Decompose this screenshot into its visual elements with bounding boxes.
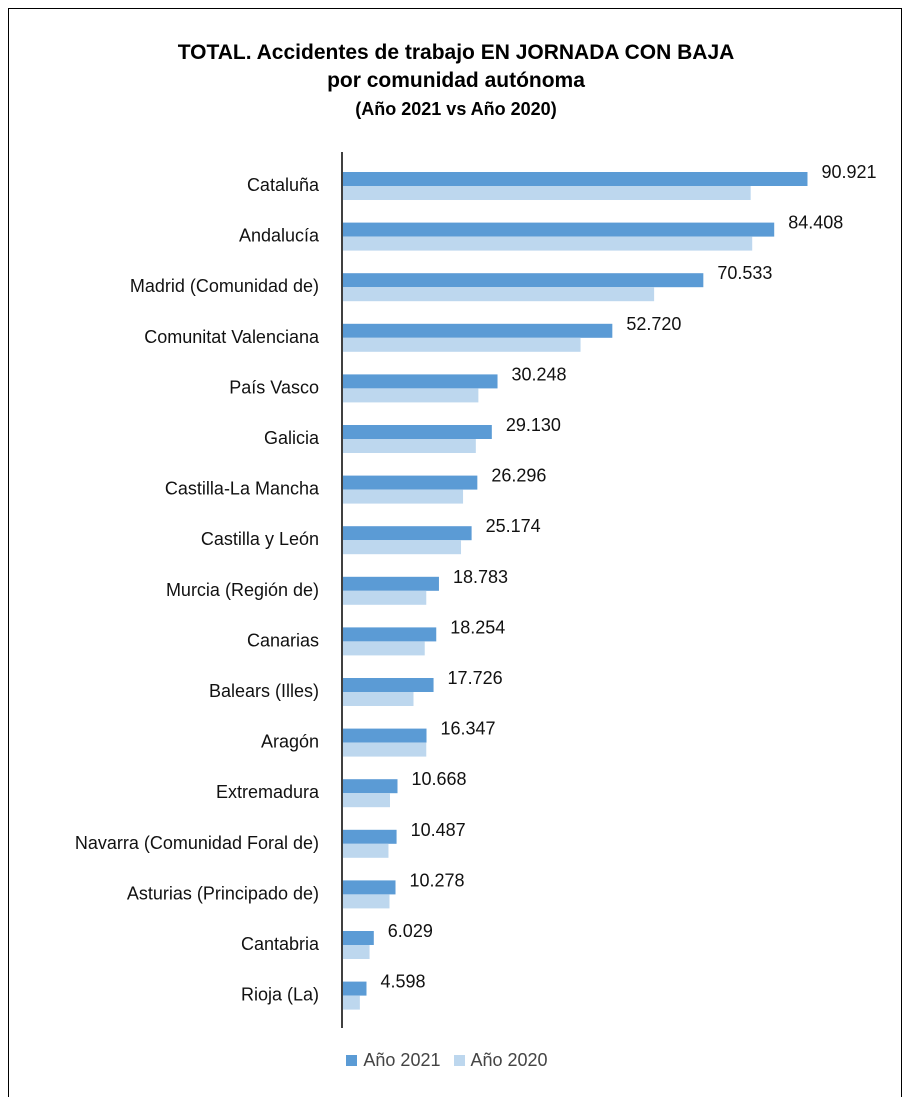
legend-label-2021: Año 2021: [363, 1050, 441, 1070]
bar-2021: [343, 323, 613, 338]
data-label-2021: 16.347: [441, 719, 496, 739]
bar-2021: [343, 981, 367, 996]
chart-title-line-2: por comunidad autónoma: [327, 69, 585, 92]
data-label-2021: 4.598: [380, 972, 425, 992]
bar-2020: [343, 641, 425, 656]
category-label: Cantabria: [241, 934, 320, 954]
bar-2021: [343, 576, 439, 591]
bar-2021: [343, 779, 398, 794]
category-label: Murcia (Región de): [166, 580, 319, 600]
category-label: País Vasco: [229, 377, 319, 397]
bar-2021: [343, 728, 427, 743]
category-label: Galicia: [264, 428, 320, 448]
data-label-2021: 10.278: [410, 870, 465, 890]
bar-2020: [343, 337, 581, 352]
bar-2020: [343, 692, 414, 706]
data-label-2021: 29.130: [506, 415, 561, 435]
bar-2021: [343, 475, 478, 490]
bar-2020: [343, 236, 753, 251]
category-label: Canarias: [247, 630, 319, 650]
data-label-2021: 10.487: [411, 820, 466, 840]
bar-2020: [343, 843, 389, 858]
legend-label-2020: Año 2020: [470, 1050, 548, 1070]
data-label-2021: 70.533: [717, 263, 772, 283]
category-label: Balears (Illes): [209, 681, 319, 701]
category-label: Madrid (Comunidad de): [130, 276, 319, 296]
bar-2021: [343, 172, 808, 186]
bar-2020: [343, 540, 462, 555]
category-label: Extremadura: [216, 782, 320, 802]
legend-swatch-2020: [453, 1055, 465, 1066]
data-label-2021: 90.921: [821, 162, 876, 182]
bar-2021: [343, 829, 397, 844]
data-label-2021: 18.254: [450, 617, 505, 637]
data-label-2021: 84.408: [788, 213, 843, 233]
category-label: Rioja (La): [241, 985, 319, 1005]
bar-2020: [343, 894, 390, 909]
bar-2021: [343, 678, 434, 692]
bar-2021: [343, 627, 437, 642]
category-label: Castilla-La Mancha: [165, 479, 320, 499]
bar-2020: [343, 388, 479, 403]
data-label-2021: 17.726: [448, 668, 503, 688]
category-label: Asturias (Principado de): [127, 883, 319, 903]
data-label-2021: 25.174: [486, 516, 541, 536]
bar-2021: [343, 374, 498, 389]
bar-2021: [343, 222, 775, 237]
legend: Año 2021 Año 2020: [0, 1050, 894, 1071]
legend-swatch-2021: [346, 1055, 358, 1066]
bar-2020: [343, 590, 427, 605]
category-label: Comunitat Valenciana: [144, 327, 320, 347]
bar-2020: [343, 186, 751, 200]
category-label: Andalucía: [239, 226, 320, 246]
bar-2020: [343, 742, 427, 757]
bar-2020: [343, 287, 655, 302]
bar-2020: [343, 945, 370, 959]
bar-2021: [343, 526, 472, 541]
legend-item-2020: Año 2020: [453, 1050, 548, 1071]
category-label: Castilla y León: [201, 529, 319, 549]
bar-2020: [343, 793, 390, 808]
legend-item-2021: Año 2021: [346, 1050, 440, 1071]
chart-title-line-1: TOTAL. Accidentes de trabajo EN JORNADA …: [177, 41, 735, 64]
data-label-2021: 30.248: [512, 364, 567, 384]
data-label-2021: 26.296: [491, 466, 546, 486]
bar-2021: [343, 273, 704, 288]
category-label: Cataluña: [247, 175, 320, 195]
data-label-2021: 6.029: [388, 921, 433, 941]
bar-2021: [343, 880, 396, 895]
bar-2020: [343, 489, 464, 504]
data-label-2021: 10.668: [411, 769, 466, 789]
bar-2021: [343, 931, 374, 945]
bar-2020: [343, 995, 360, 1010]
data-label-2021: 18.783: [453, 567, 508, 587]
chart-title-line-3: (Año 2021 vs Año 2020): [355, 99, 557, 119]
category-label: Aragón: [261, 732, 319, 752]
bar-2020: [343, 439, 476, 453]
bar-2021: [343, 425, 492, 439]
data-label-2021: 52.720: [626, 314, 681, 334]
category-label: Navarra (Comunidad Foral de): [75, 833, 319, 853]
chart-title: TOTAL. Accidentes de trabajo EN JORNADA …: [9, 39, 902, 123]
